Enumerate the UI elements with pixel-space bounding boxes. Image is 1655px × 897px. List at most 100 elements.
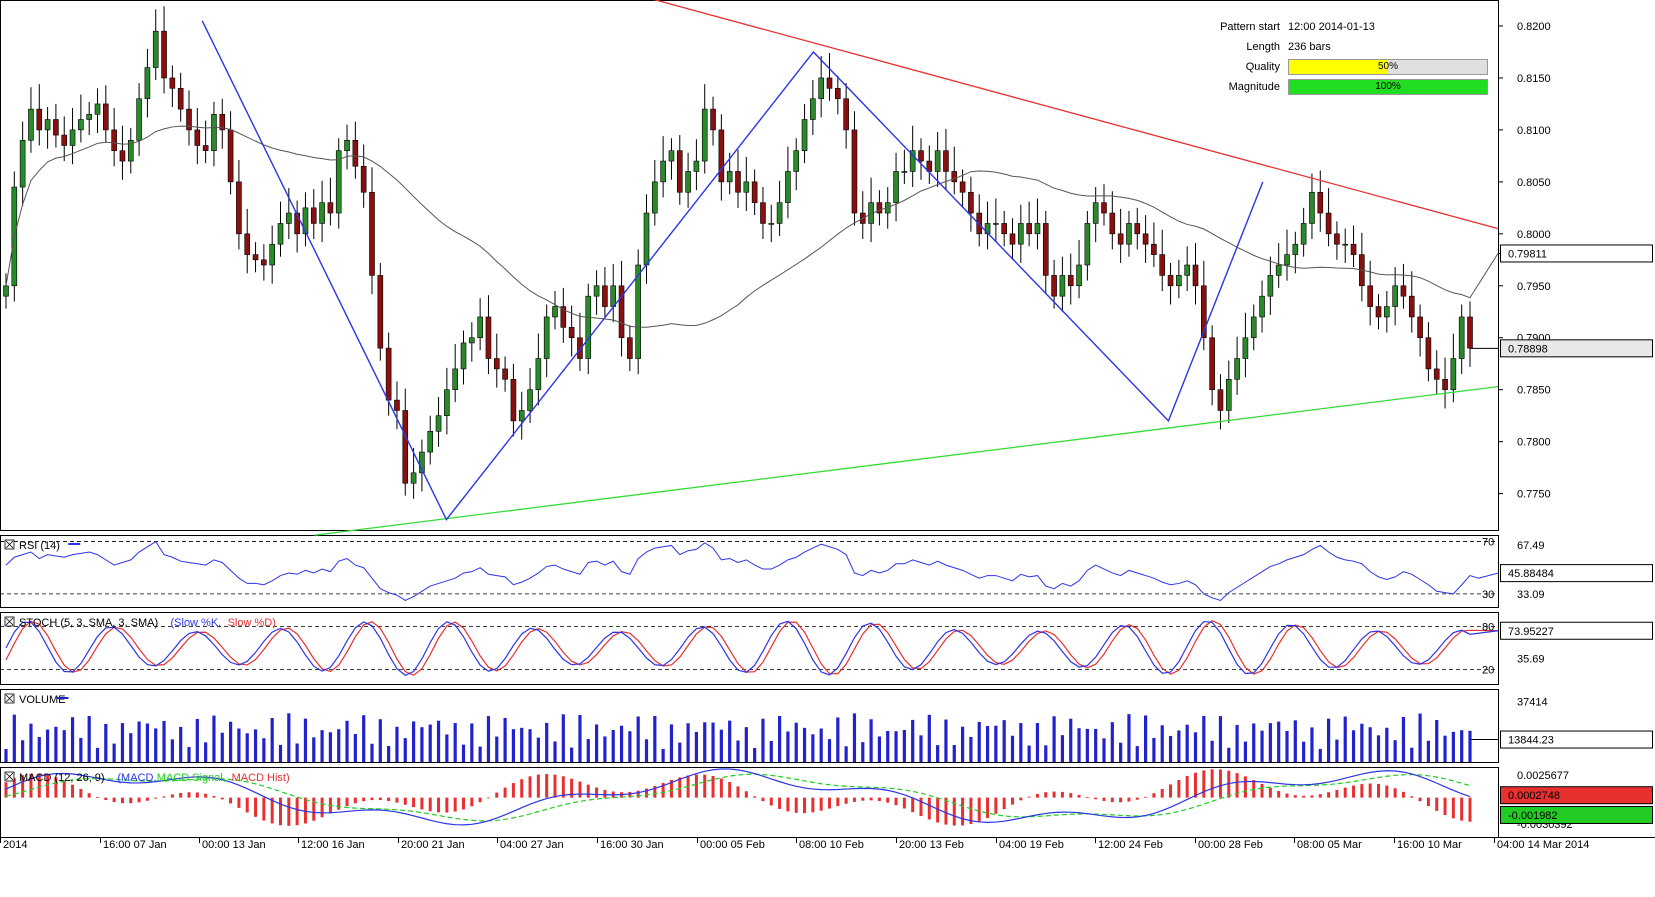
volume-bar	[1385, 727, 1389, 762]
volume-bar	[478, 746, 482, 762]
candle-bear	[1067, 275, 1074, 287]
volume-bar	[528, 729, 532, 762]
current-price-label-box	[1500, 339, 1653, 358]
volume-bar	[362, 715, 366, 762]
candle-bear	[1101, 202, 1107, 214]
volume-bar	[594, 724, 599, 762]
macd-hist-bar	[977, 797, 981, 822]
candle-bear	[1167, 275, 1174, 287]
macd-hist-bar	[353, 797, 357, 804]
volume-bar	[927, 714, 931, 762]
macd-hist-bar	[12, 778, 16, 798]
candle-bull	[302, 207, 309, 235]
y-tick-label: 0.7850	[1517, 385, 1551, 397]
candle-bull	[211, 114, 217, 151]
macd-hist-bar	[744, 791, 748, 798]
macd-name: (MACD,	[117, 772, 156, 784]
macd-hist-bar	[1218, 769, 1222, 798]
volume-bar	[445, 734, 449, 762]
volume-bar	[1235, 724, 1239, 762]
rsi-axis-label: 67.49	[1517, 540, 1545, 552]
candle-bull	[552, 306, 558, 318]
volume-bar	[1119, 742, 1123, 762]
resistance-line	[653, 0, 1499, 230]
macd-hist-bar	[1368, 783, 1372, 798]
candle-bear	[352, 139, 359, 167]
macd-hist-bar	[245, 797, 249, 813]
macd-hist-bar	[1293, 795, 1297, 798]
candle-bear	[710, 108, 716, 131]
volume-bar	[1227, 747, 1231, 762]
candle-bull	[269, 243, 275, 266]
x-tick-label: 08:00 10 Feb	[799, 839, 864, 851]
volume-bar	[1044, 745, 1048, 762]
volume-bar	[237, 728, 241, 762]
candle-bear	[485, 316, 492, 359]
candle-bull	[1275, 264, 1282, 276]
macd-hist-bar	[503, 787, 507, 798]
volume-bar	[328, 732, 333, 762]
x-tick-label: 04:00 19 Feb	[999, 839, 1064, 851]
macd-hist-bar	[112, 797, 116, 803]
volume-bar	[511, 729, 516, 762]
macd-axis-label: 0.0025677	[1517, 770, 1569, 782]
candle-bull	[1225, 379, 1232, 411]
macd-hist-bar	[1360, 784, 1364, 798]
macd-hist-bar	[46, 774, 50, 798]
macd-hist-bar	[453, 797, 457, 812]
candle-bear	[236, 181, 242, 235]
candle-bull	[1458, 316, 1465, 359]
volume-bar	[1102, 738, 1106, 762]
candle-bull	[893, 171, 899, 203]
volume-bar	[553, 741, 557, 762]
magnitude-value: 100%	[1375, 81, 1401, 92]
candle-bear	[510, 379, 517, 422]
candle-bull	[643, 212, 650, 266]
x-tick-label: 00:00 28 Feb	[1198, 839, 1263, 851]
x-tick-label: 00:00 13 Jan	[202, 839, 266, 851]
macd-hist-bar	[919, 797, 923, 816]
macd-hist-bar	[1160, 788, 1164, 798]
macd-hist-bar	[1035, 793, 1039, 798]
macd-hist-bar	[711, 775, 715, 798]
macd-hist-bar	[761, 797, 765, 802]
candle-bear	[1192, 264, 1199, 287]
volume-bar	[1435, 719, 1439, 762]
macd-hist-bar	[1110, 797, 1114, 803]
candle-bull	[1300, 223, 1307, 245]
candle-bear	[1408, 295, 1415, 318]
stoch-label: STOCH (5, 3, SMA, 3, SMA)	[19, 617, 158, 629]
macd-hist-bar	[1019, 797, 1023, 801]
x-tick-label: 16:00 10 Mar	[1397, 839, 1462, 851]
rsi-line	[5, 540, 1499, 602]
candle-bull	[1292, 243, 1299, 255]
stoch-k-line	[5, 620, 1499, 676]
candle-bear	[751, 181, 758, 203]
volume-label: VOLUME	[19, 694, 65, 706]
volume-bar	[4, 749, 8, 762]
volume-bar	[819, 728, 823, 762]
volume-bar	[520, 727, 524, 762]
candle-bull	[1184, 264, 1190, 276]
candle-bear	[1375, 306, 1382, 318]
macd-hist-bar	[819, 797, 823, 811]
macd-hist-bar	[1343, 787, 1347, 798]
volume-bar	[703, 722, 707, 762]
macd-hist-bar	[145, 797, 149, 801]
volume-bar	[802, 727, 807, 762]
macd-hist-bar	[287, 797, 291, 826]
candle-bear	[851, 129, 858, 214]
candle-bear	[402, 410, 409, 484]
volume-bar	[1243, 741, 1248, 762]
candle-bull	[144, 67, 151, 100]
volume-bar	[345, 720, 349, 762]
macd-hist-bar	[412, 797, 416, 808]
candle-bull	[19, 139, 26, 188]
macd-hist-bar	[204, 793, 208, 798]
candle-bull	[535, 358, 542, 391]
candle-bull	[1450, 358, 1457, 391]
volume-bar	[370, 743, 374, 762]
candle-bear	[219, 114, 226, 131]
x-tick-label: 16:00 30 Jan	[600, 839, 664, 851]
candle-bear	[1001, 223, 1007, 235]
